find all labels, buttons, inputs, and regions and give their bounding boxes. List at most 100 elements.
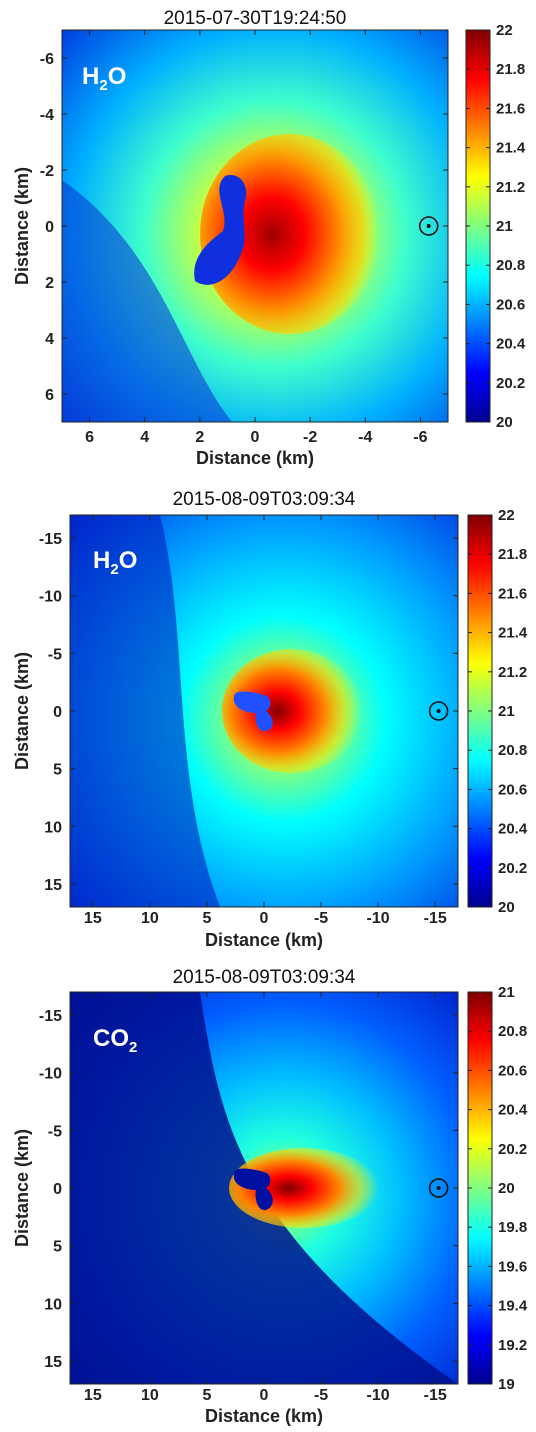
colorbar-tick-label: 19.8	[498, 1219, 527, 1236]
nucleus-shape	[233, 1168, 273, 1211]
sun-direction-icon	[428, 1178, 449, 1198]
x-tick-label: 15	[84, 1387, 102, 1404]
chart-panel-1: 2015-07-30T19:24:506 4 2 0 -2 -4 -6-6-4-20246D…	[12, 8, 526, 468]
heatmap-field	[70, 992, 458, 1384]
colorbar-tick-label: 20.4	[498, 821, 528, 838]
heatmap-field	[70, 515, 458, 907]
colorbar-tick-label: 21.6	[496, 100, 525, 117]
colorbar-tick-label: 22	[496, 22, 513, 39]
x-tick-label: 5	[202, 910, 211, 927]
y-axis-label: Distance (km)	[12, 652, 32, 770]
y-tick-label: 0	[45, 219, 54, 236]
colorbar: 20 20.2 20.4 20.6 20.8 21 21.2 21.4 21.6 21.8 22	[467, 507, 528, 916]
y-tick-label: 10	[44, 1296, 62, 1313]
y-tick-label: 6	[45, 387, 54, 404]
species-label: CO2	[93, 1025, 137, 1056]
x-tick-label: -4	[358, 429, 372, 446]
y-tick-label: 5	[53, 1239, 62, 1256]
y-tick-label: 10	[44, 819, 62, 836]
colorbar-tick-label: 21.2	[498, 664, 527, 681]
colorbar-tick-label: 19.6	[498, 1258, 527, 1275]
x-tick-label: 0	[251, 429, 260, 446]
colorbar-tick-label: 19	[498, 1376, 515, 1393]
colorbar-tick-label: 20	[496, 414, 513, 431]
colorbar-tick-label: 21.2	[496, 179, 525, 196]
colorbar-tick-label: 21	[498, 703, 515, 720]
colorbar-tick-label: 20.2	[498, 1141, 527, 1158]
colorbar-tick-label: 21.4	[496, 140, 526, 157]
x-tick-label: 15	[84, 910, 102, 927]
x-tick-label: -5	[314, 910, 328, 927]
colorbar-tick-label: 21	[498, 984, 515, 1001]
y-tick-label: 15	[44, 877, 62, 894]
y-tick-label: -6	[40, 51, 54, 68]
y-tick-label: -5	[48, 1123, 62, 1140]
x-tick-label: 6	[85, 429, 94, 446]
sun-direction-icon	[428, 701, 449, 721]
species-label: H2O	[93, 547, 137, 578]
x-axis-label: Distance (km)	[196, 448, 314, 468]
chart-title: 2015-07-30T19:24:50	[164, 8, 347, 29]
colorbar-tick-label: 21.8	[498, 546, 527, 563]
colorbar-tick-label: 20.8	[496, 257, 525, 274]
chart-panel-2: 2015-08-09T03:09:34 15 10 5 0 -5 -10 -15 -15 -10 -…	[12, 489, 528, 950]
y-tick-label: -5	[48, 646, 62, 663]
y-tick-label: 4	[45, 331, 54, 348]
nucleus-shape	[233, 691, 273, 732]
x-tick-label: 4	[140, 429, 149, 446]
y-tick-label: -10	[39, 1066, 62, 1083]
colorbar-tick-label: 20.8	[498, 742, 527, 759]
x-tick-label: 2	[195, 429, 204, 446]
colorbar-tick-label: 20.6	[498, 1062, 527, 1079]
colorbar: 19 19.2 19.4 19.6 19.8 20 20.2 20.4 20.6 20.8 21	[467, 984, 528, 1393]
x-axis-label: Distance (km)	[205, 1406, 323, 1426]
colorbar-tick-label: 20.8	[498, 1023, 527, 1040]
colorbar-tick-label: 21.6	[498, 585, 527, 602]
x-axis-label: Distance (km)	[205, 930, 323, 950]
chart-title: 2015-08-09T03:09:34	[173, 489, 356, 510]
x-tick-label: -10	[367, 910, 390, 927]
y-tick-label: 2	[45, 275, 54, 292]
colorbar-tick-label: 20.4	[498, 1102, 528, 1119]
x-tick-label: 0	[260, 1387, 269, 1404]
colorbar-tick-label: 21	[496, 218, 513, 235]
x-tick-label: -15	[424, 1387, 447, 1404]
colorbar-tick-label: 21.8	[496, 61, 525, 78]
y-tick-label: 15	[44, 1354, 62, 1371]
colorbar-tick-label: 20.2	[498, 860, 527, 877]
colorbar-tick-label: 19.4	[498, 1298, 528, 1315]
colorbar-tick-label: 19.2	[498, 1337, 527, 1354]
colorbar-tick-label: 20	[498, 899, 515, 916]
y-tick-label: -15	[39, 1008, 62, 1025]
x-tick-label: -10	[367, 1387, 390, 1404]
y-axis-label: Distance (km)	[12, 1129, 32, 1247]
colorbar: 20 20.2 20.4 20.6 20.8 21 21.2 21.4 21.6 21.8 22	[465, 22, 526, 431]
x-tick-label: 10	[141, 910, 159, 927]
y-tick-label: 5	[53, 762, 62, 779]
colorbar-tick-label: 20.4	[496, 336, 526, 353]
y-tick-label: -10	[39, 589, 62, 606]
heatmap-field	[62, 30, 448, 422]
x-tick-label: -2	[303, 429, 317, 446]
colorbar-tick-label: 20.6	[498, 781, 527, 798]
chart-title: 2015-08-09T03:09:34	[173, 967, 356, 988]
species-label: H2O	[82, 63, 126, 94]
y-tick-label: 0	[53, 1181, 62, 1198]
y-axis-label: Distance (km)	[12, 167, 32, 285]
y-tick-label: -15	[39, 531, 62, 548]
sun-direction-icon	[418, 216, 439, 236]
x-tick-label: -5	[314, 1387, 328, 1404]
x-tick-label: 10	[141, 1387, 159, 1404]
y-tick-label: 0	[53, 704, 62, 721]
x-tick-label: 5	[202, 1387, 211, 1404]
colorbar-tick-label: 20.2	[496, 375, 525, 392]
y-tick-label: -4	[40, 107, 54, 124]
x-tick-label: -15	[424, 910, 447, 927]
chart-panel-3: 2015-08-09T03:09:34 15 10 5 0 -5 -10 -15 -15 -10 -…	[12, 967, 528, 1426]
colorbar-tick-label: 20.6	[496, 296, 525, 313]
y-tick-label: -2	[40, 163, 54, 180]
x-tick-label: 0	[260, 910, 269, 927]
nucleus-shape	[194, 175, 247, 285]
x-tick-label: -6	[413, 429, 427, 446]
